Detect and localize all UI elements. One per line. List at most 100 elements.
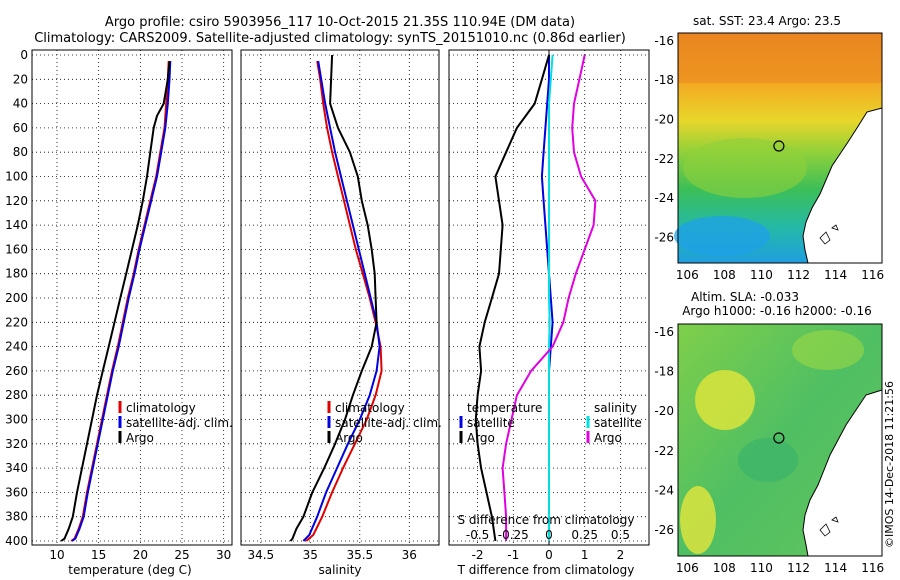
longitude-tick-label: 116 — [861, 561, 884, 575]
legend-label-satellite-adj: satellite-adj. clim. — [126, 416, 233, 430]
x-tick-label: 1 — [581, 548, 589, 562]
top-tick-label: 0 — [545, 528, 553, 542]
s-difference-tick-labels: -0.5 -0.25 0 0.25 0.5 — [466, 528, 630, 542]
legend-label-t-satellite: satellite — [467, 416, 515, 430]
depth-tick-label: 380 — [5, 510, 28, 524]
argo-location-marker — [773, 140, 785, 152]
depth-tick-label: 320 — [5, 437, 28, 451]
sla-latitude-ticks: -16 -18 -20 -22 -24 -26 — [654, 325, 674, 537]
latitude-tick-label: -16 — [654, 325, 674, 339]
legend-label-climatology: climatology — [335, 401, 405, 415]
depth-tick-label: 360 — [5, 485, 28, 499]
legend-label-t-argo: Argo — [467, 431, 495, 445]
top-tick-label: 0.25 — [571, 528, 598, 542]
title-line-2: Climatology: CARS2009. Satellite-adjuste… — [34, 31, 626, 46]
legend-label-satellite-adj: satellite-adj. clim. — [335, 416, 442, 430]
latitude-tick-label: -26 — [654, 230, 674, 244]
difference-legend: temperature satellite Argo salinity sate… — [459, 401, 642, 445]
legend-label-climatology: climatology — [126, 401, 196, 415]
sla-map-frame — [677, 323, 883, 557]
sla-map-subtitle: Argo h1000: -0.16 h2000: -0.16 — [682, 304, 872, 318]
x-tick-label: -1 — [507, 548, 519, 562]
depth-tick-label: 340 — [5, 461, 28, 475]
longitude-tick-label: 112 — [787, 268, 810, 282]
t-difference-tick-labels: -2 -1 0 1 2 — [472, 548, 625, 562]
legend-title-temperature: temperature — [467, 401, 542, 415]
sst-warm-band — [678, 33, 882, 83]
difference-frame — [448, 49, 650, 546]
argo-location-marker — [773, 432, 785, 444]
legend-label-argo: Argo — [126, 431, 154, 445]
latitude-tick-label: -20 — [654, 112, 674, 126]
x-tick-label: 10 — [49, 548, 64, 562]
depth-tick-label: 0 — [20, 48, 28, 62]
x-tick-label: 34.5 — [247, 548, 274, 562]
salinity-series — [289, 54, 383, 542]
longitude-tick-label: 116 — [861, 268, 884, 282]
longitude-tick-label: 106 — [676, 268, 699, 282]
salinity-panel: 34.5 35 35.5 36 salinity climatology satell… — [240, 49, 442, 577]
x-tick-label: 15 — [91, 548, 106, 562]
series-line-satellite-adj-clim- — [71, 61, 172, 542]
depth-tick-label: 20 — [13, 72, 28, 86]
depth-tick-labels: 0 20 40 60 80 100 120 140 160 180 200 220 240 260 280 3… — [5, 48, 28, 548]
temperature-grid — [32, 50, 232, 545]
x-tick-label: 35.5 — [346, 548, 373, 562]
temperature-frame — [31, 49, 233, 546]
depth-tick-label: 240 — [5, 340, 28, 354]
depth-tick-label: 100 — [5, 170, 28, 184]
series-line-climatology — [305, 60, 383, 542]
depth-tick-label: 160 — [5, 242, 28, 256]
temperature-xlabel: temperature (deg C) — [68, 563, 191, 577]
salinity-grid — [241, 50, 439, 545]
sst-land — [803, 108, 882, 263]
sla-coastline — [802, 389, 883, 557]
series-line-s-argo — [501, 54, 597, 541]
depth-tick-label: 260 — [5, 364, 28, 378]
s-difference-xlabel: S difference from climatology — [458, 513, 635, 527]
salinity-frame — [240, 49, 440, 546]
longitude-tick-label: 110 — [750, 268, 773, 282]
longitude-tick-label: 110 — [750, 561, 773, 575]
latitude-tick-label: -22 — [654, 444, 674, 458]
salinity-legend: climatology satellite-adj. clim. Argo — [327, 401, 442, 445]
legend-label-s-satellite: satellite — [594, 416, 642, 430]
longitude-tick-label: 108 — [713, 268, 736, 282]
depth-tick-label: 120 — [5, 194, 28, 208]
depth-tick-label: 80 — [13, 145, 28, 159]
x-tick-label: 35 — [303, 548, 318, 562]
t-difference-xlabel: T difference from climatology — [457, 563, 635, 577]
depth-tick-label: 40 — [13, 97, 28, 111]
longitude-tick-label: 114 — [824, 561, 847, 575]
top-tick-label: -0.5 — [466, 528, 489, 542]
depth-tick-label: 280 — [5, 388, 28, 402]
sst-cool-patch — [674, 216, 770, 256]
longitude-tick-label: 112 — [787, 561, 810, 575]
temperature-tick-labels: 10 15 20 25 30 — [49, 548, 231, 562]
salinity-tick-labels: 34.5 35 35.5 36 — [247, 548, 417, 562]
latitude-tick-label: -26 — [654, 523, 674, 537]
latitude-tick-label: -16 — [654, 34, 674, 48]
imos-timestamp: ©IMOS 14-Dec-2018 11:21:56 — [883, 381, 896, 548]
latitude-tick-label: -24 — [654, 191, 674, 205]
sla-island-icon — [819, 516, 839, 537]
longitude-tick-label: 114 — [824, 268, 847, 282]
temperature-panel: 0 20 40 60 80 100 120 140 160 180 200 220 240 260 280 3… — [5, 48, 233, 577]
legend-label-s-argo: Argo — [594, 431, 622, 445]
difference-panel: -2 -1 0 1 2 -0.5 -0.25 0 0.25 0.5 S difference f… — [448, 49, 650, 577]
series-line-s-satellite — [548, 54, 554, 541]
temperature-legend: climatology satellite-adj. clim. Argo — [118, 401, 233, 445]
sst-coastline — [802, 107, 883, 264]
x-tick-label: 20 — [133, 548, 148, 562]
series-line-t-argo — [474, 54, 550, 542]
sst-island-icon — [819, 224, 839, 245]
sla-high-patch-south — [680, 486, 716, 554]
x-tick-label: 36 — [402, 548, 417, 562]
latitude-tick-label: -18 — [654, 73, 674, 87]
top-tick-label: -0.25 — [498, 528, 529, 542]
sst-green-patch — [683, 138, 807, 198]
x-tick-label: 30 — [216, 548, 231, 562]
legend-label-argo: Argo — [335, 431, 363, 445]
latitude-tick-label: -22 — [654, 152, 674, 166]
depth-tick-label: 180 — [5, 267, 28, 281]
